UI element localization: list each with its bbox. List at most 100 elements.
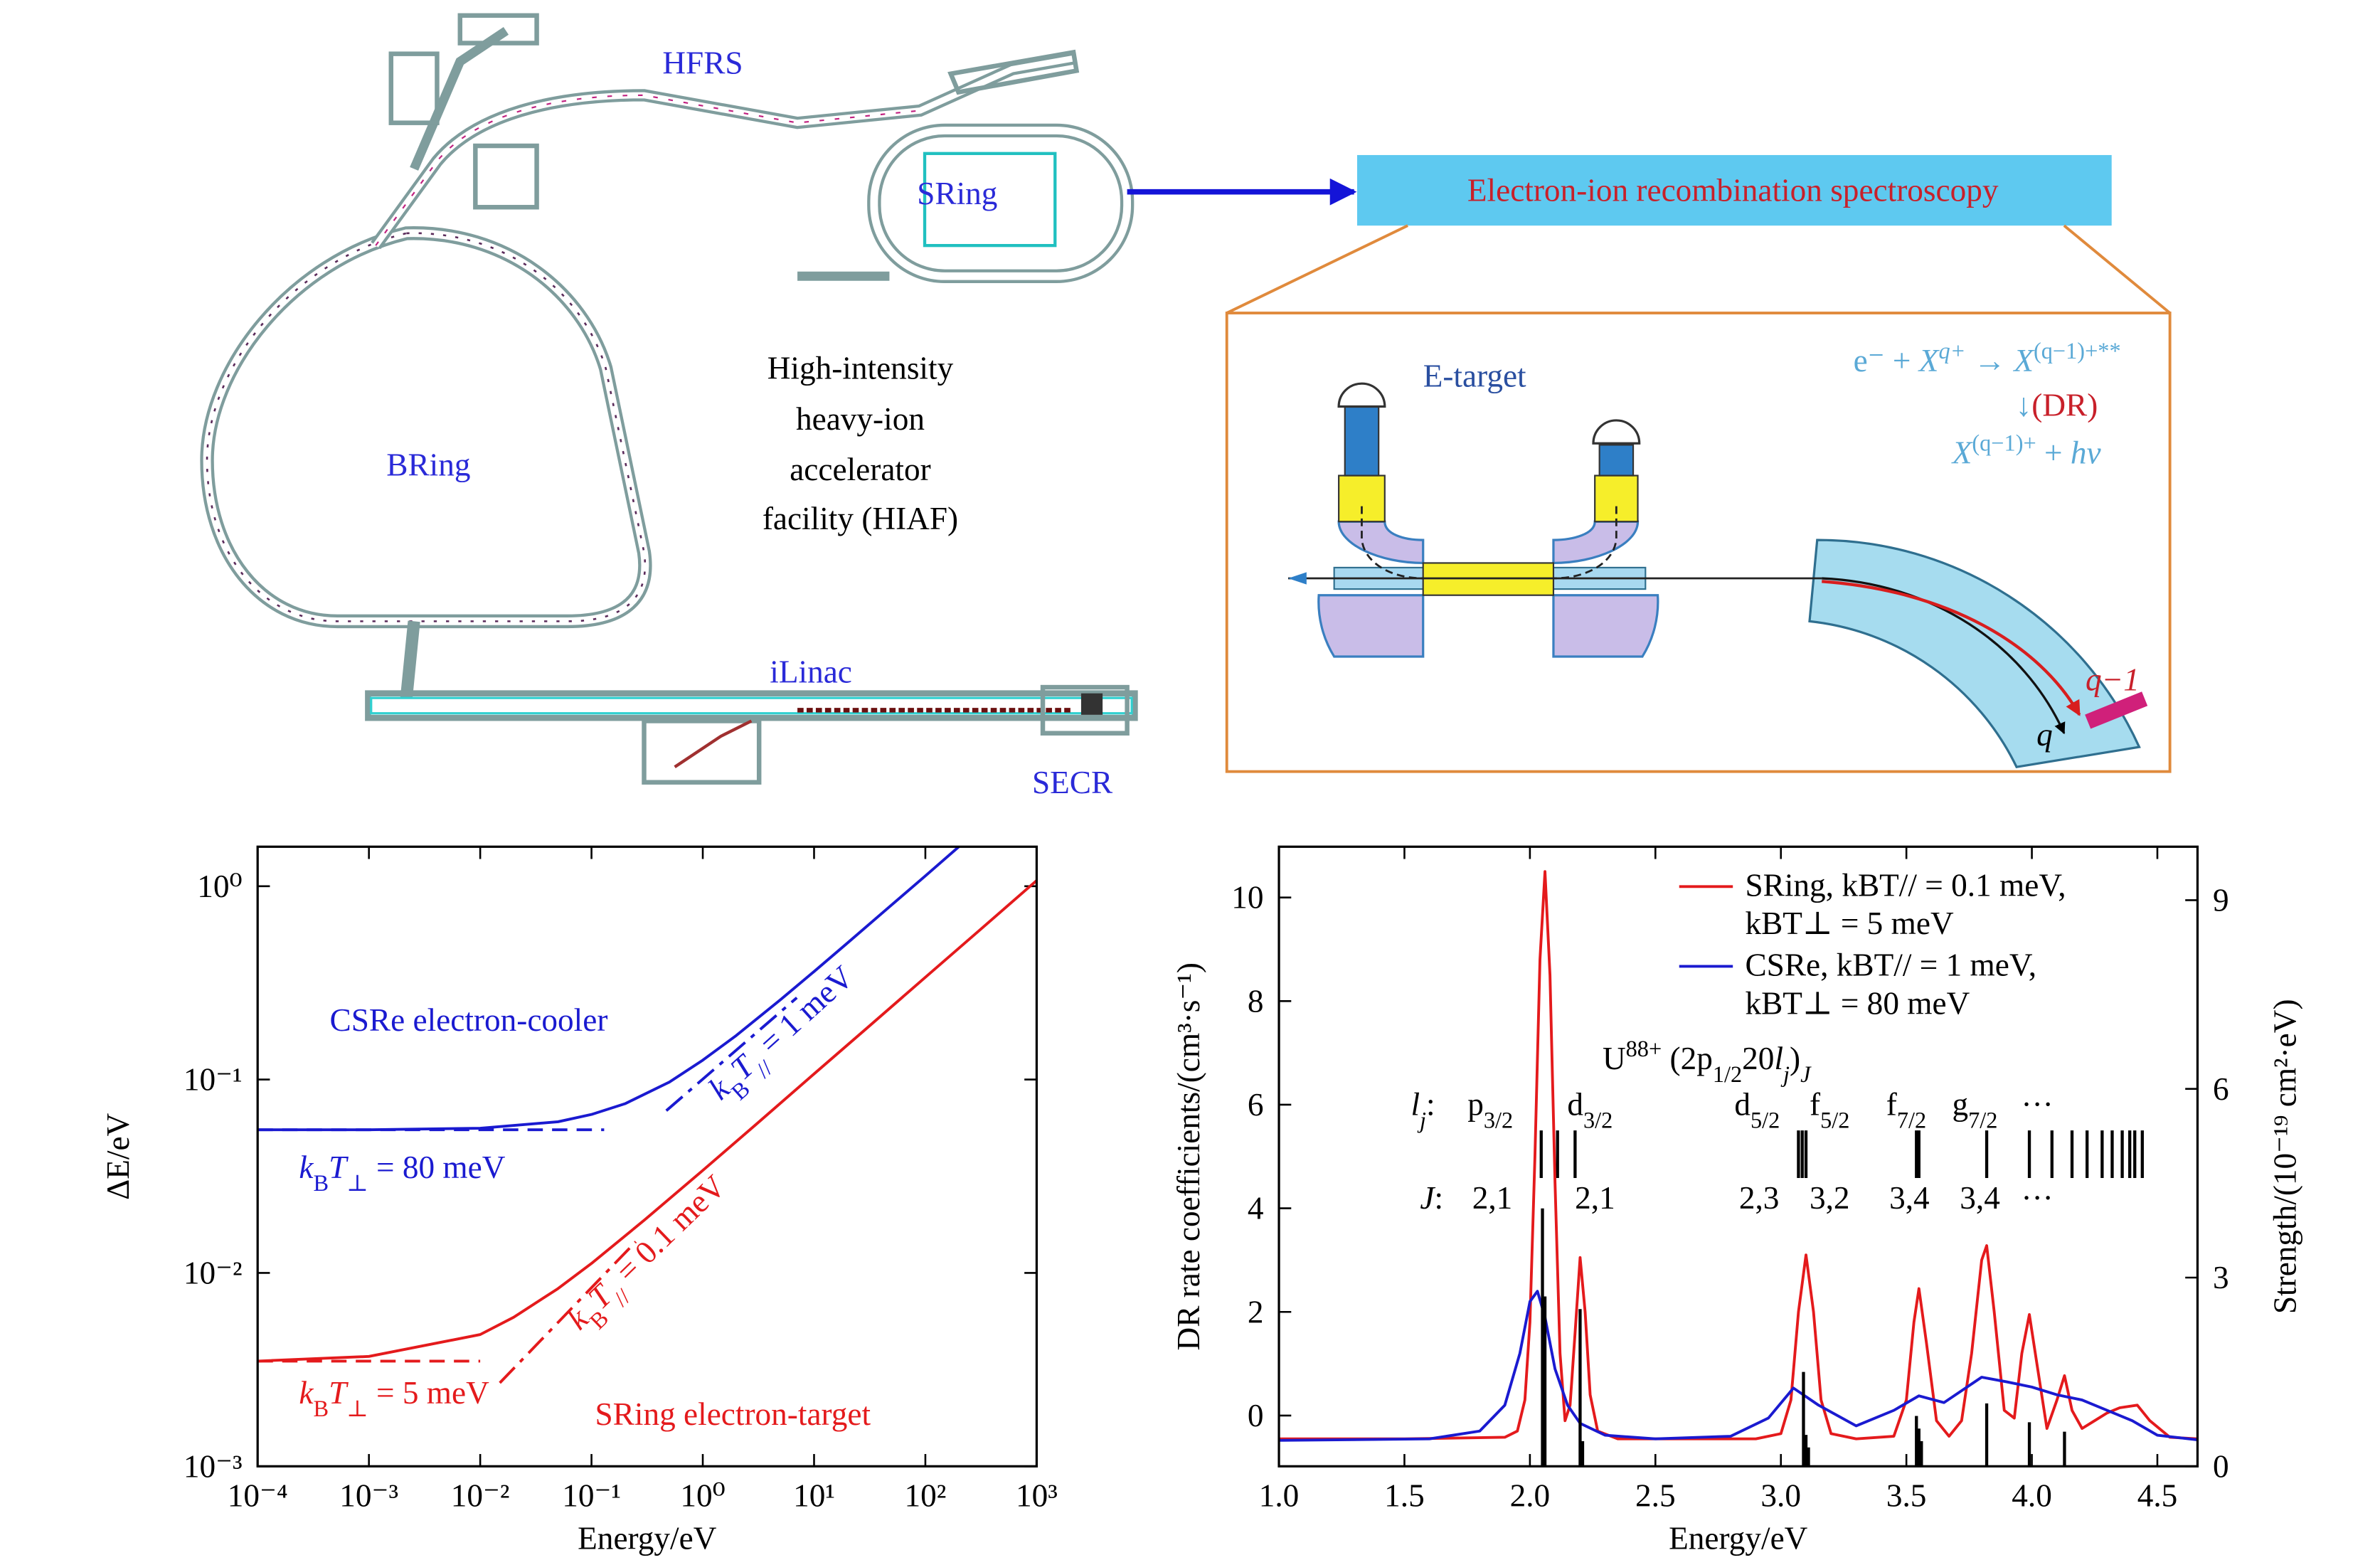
x-tick-label: 3.5 bbox=[1886, 1477, 1927, 1513]
annotation-part: : bbox=[1434, 1180, 1443, 1216]
annotation: 2,3 bbox=[1739, 1180, 1780, 1216]
series-line bbox=[1279, 870, 2198, 1440]
annotation-part: ⊥ bbox=[346, 1170, 368, 1196]
annotation: g7/2 bbox=[1952, 1087, 1997, 1133]
facility-label: HFRS bbox=[662, 46, 743, 81]
legend-entry: CSRe, kBT// = 1 meV, kBT⊥ = 80 meV bbox=[1745, 946, 2037, 1022]
annotation: p3/2 bbox=[1467, 1087, 1513, 1133]
y-tick-label: 10⁻¹ bbox=[184, 1062, 243, 1098]
dipole-label: q−1 bbox=[2086, 662, 2140, 697]
annotation-part: p bbox=[1467, 1087, 1484, 1123]
annotation-part: 3,4 bbox=[1889, 1180, 1930, 1216]
annotation-part: 2,1 bbox=[1575, 1180, 1615, 1216]
y-tick-label: 10⁻³ bbox=[184, 1448, 243, 1484]
annotation-part: (q−1)+** bbox=[2034, 338, 2121, 364]
annotation-part: X bbox=[1918, 343, 1940, 378]
annotation-part: X bbox=[2012, 343, 2035, 378]
annotation: 3,2 bbox=[1810, 1180, 1850, 1216]
annotation-part: 3/2 bbox=[1484, 1108, 1513, 1133]
series-line bbox=[257, 847, 960, 1132]
y-tick-label: 4 bbox=[1248, 1191, 1264, 1226]
x-tick-label: 4.0 bbox=[2012, 1477, 2052, 1513]
annotation-part: hν bbox=[2071, 435, 2102, 470]
legend-label: CSRe, kBT// = 1 meV, kBT⊥ = 80 meV bbox=[1745, 946, 2037, 1022]
x-tick-label: 1.0 bbox=[1259, 1477, 1300, 1513]
annotation-part: + bbox=[2036, 435, 2071, 470]
annotation: d3/2 bbox=[1567, 1087, 1613, 1133]
y-axis-label: ΔE/eV bbox=[100, 1113, 136, 1199]
y2-tick-label: 6 bbox=[2213, 1071, 2229, 1107]
annotation: 3,4 bbox=[1889, 1180, 1930, 1216]
facility-drawing bbox=[200, 13, 1138, 785]
plot-frame bbox=[256, 845, 1038, 1468]
annotation-part: (DR) bbox=[2031, 387, 2098, 423]
plot-frame bbox=[1277, 845, 2199, 1468]
x-tick-label: 2.5 bbox=[1635, 1477, 1676, 1513]
annotation: kBT⊥ = 80 meV bbox=[299, 1150, 505, 1196]
annotation-part: f bbox=[1886, 1087, 1898, 1123]
facility-title: High-intensity bbox=[767, 351, 954, 386]
annotation-part: k bbox=[299, 1150, 314, 1185]
annotation-part: T bbox=[329, 1375, 349, 1411]
facility-title: heavy-ion bbox=[796, 401, 925, 437]
annotation: 3,4 bbox=[1960, 1180, 2000, 1216]
series-line bbox=[665, 997, 798, 1112]
annotation-part: l bbox=[1411, 1087, 1420, 1123]
annotation-part: d bbox=[1734, 1087, 1751, 1123]
x-tick-label: 10⁻⁴ bbox=[228, 1477, 288, 1513]
annotation-part: f bbox=[1810, 1087, 1821, 1123]
annotation: ··· bbox=[2022, 1180, 2054, 1216]
annotation: kBT// = 0.1 meV bbox=[560, 1168, 740, 1344]
annotation-part: 5/2 bbox=[1820, 1108, 1849, 1133]
annotation-part: ↓ bbox=[2016, 387, 2032, 423]
annotation-part: = 80 meV bbox=[368, 1150, 506, 1185]
y2-tick-label: 3 bbox=[2213, 1260, 2229, 1295]
annotation-part: J bbox=[1800, 1061, 1812, 1087]
annotation-part: 3,4 bbox=[1960, 1180, 2000, 1216]
y-tick-label: 2 bbox=[1248, 1294, 1264, 1330]
annotation-part: J bbox=[1420, 1180, 1435, 1216]
series-line bbox=[499, 1241, 637, 1384]
annotation-part: U bbox=[1603, 1041, 1626, 1076]
annotation-part: d bbox=[1567, 1087, 1583, 1123]
annotation: J: bbox=[1420, 1180, 1443, 1216]
annotation-part: l bbox=[1774, 1041, 1783, 1076]
x-tick-label: 4.5 bbox=[2137, 1477, 2178, 1513]
box-title: Electron-ion recombination spectroscopy bbox=[1467, 173, 1999, 208]
annotation-part: B bbox=[313, 1170, 329, 1196]
x-tick-label: 10⁻³ bbox=[339, 1477, 398, 1513]
annotation: kBT⊥ = 5 meV bbox=[299, 1375, 489, 1421]
annotation: d5/2 bbox=[1734, 1087, 1780, 1133]
annotation: ↓(DR) bbox=[2016, 387, 2098, 423]
y2-axis-label: Strength/(10⁻¹⁹ cm²·eV) bbox=[2267, 999, 2302, 1314]
annotation-part: 7/2 bbox=[1968, 1108, 1997, 1133]
y-tick-label: 8 bbox=[1248, 983, 1264, 1019]
y-tick-label: 10 bbox=[1231, 880, 1263, 916]
facility-label: SECR bbox=[1032, 765, 1113, 800]
annotation-part: 3/2 bbox=[1583, 1108, 1613, 1133]
annotation-part: k bbox=[299, 1375, 314, 1411]
annotation-part: 20 bbox=[1742, 1041, 1774, 1076]
annotation-part: 2,1 bbox=[1472, 1180, 1513, 1216]
etarget-drawing bbox=[1287, 382, 2148, 768]
annotation-part: B bbox=[313, 1396, 329, 1421]
x-tick-label: 2.0 bbox=[1510, 1477, 1551, 1513]
y2-tick-label: 9 bbox=[2213, 883, 2229, 918]
facility-label: iLinac bbox=[770, 654, 852, 690]
x-tick-label: 10⁻¹ bbox=[562, 1477, 621, 1513]
x-tick-label: 10² bbox=[905, 1477, 947, 1513]
annotation: 2,1 bbox=[1472, 1180, 1513, 1216]
annotation-part: e⁻ + bbox=[1854, 343, 1919, 378]
legend-label: SRing, kBT// = 0.1 meV, kBT⊥ = 5 meV bbox=[1745, 866, 2066, 942]
annotation: ··· bbox=[2022, 1087, 2054, 1123]
annotation: f7/2 bbox=[1886, 1087, 1926, 1133]
annotation-part: g bbox=[1952, 1087, 1968, 1123]
facility-title: accelerator bbox=[790, 452, 930, 487]
annotation: CSRe electron-cooler bbox=[330, 1002, 608, 1038]
annotation: X(q−1)+ + hν bbox=[1951, 430, 2102, 470]
annotation: SRing electron-target bbox=[595, 1396, 871, 1432]
annotation-part: j bbox=[1417, 1108, 1426, 1133]
annotation-part: 1/2 bbox=[1713, 1061, 1742, 1087]
annotation: 2,1 bbox=[1575, 1180, 1615, 1216]
annotation: e⁻ + Xq+ → X(q−1)+** bbox=[1854, 338, 2121, 378]
